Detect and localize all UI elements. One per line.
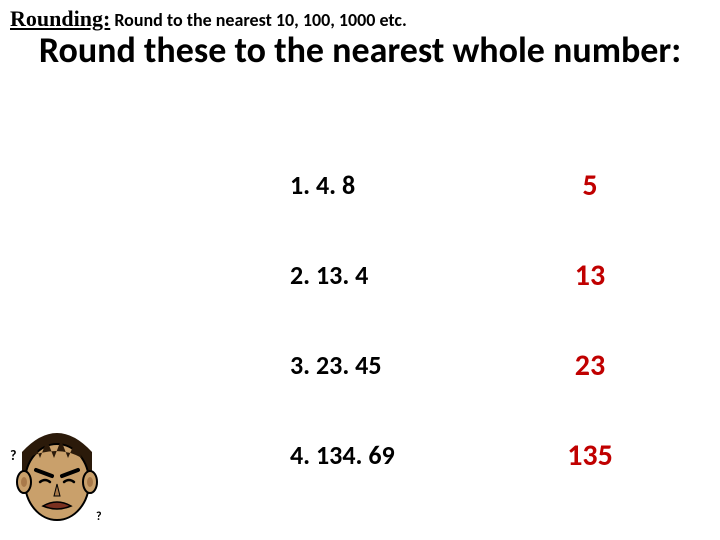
answer-text: 13 [510,257,670,294]
answer-text: 5 [510,167,670,204]
answer-text: 135 [510,437,670,474]
problem-row: 4. 134. 69 135 [290,410,690,500]
problem-row: 3. 23. 45 23 [290,320,690,410]
svg-text:?: ? [10,447,17,464]
slide: Rounding: Round to the nearest 10, 100, … [0,0,720,540]
problems-list: 1. 4. 8 5 2. 13. 4 13 3. 23. 45 23 4. 13… [290,140,690,500]
answer-text: 23 [510,347,670,384]
main-title: Round these to the nearest whole number: [0,30,720,71]
problem-row: 1. 4. 8 5 [290,140,690,230]
problem-row: 2. 13. 4 13 [290,230,690,320]
question-text: 2. 13. 4 [290,259,510,291]
question-text: 1. 4. 8 [290,169,510,201]
svg-text:?: ? [96,510,102,524]
question-text: 3. 23. 45 [290,349,510,381]
question-text: 4. 134. 69 [290,439,510,471]
thinking-face-icon: ? ? [10,420,105,530]
